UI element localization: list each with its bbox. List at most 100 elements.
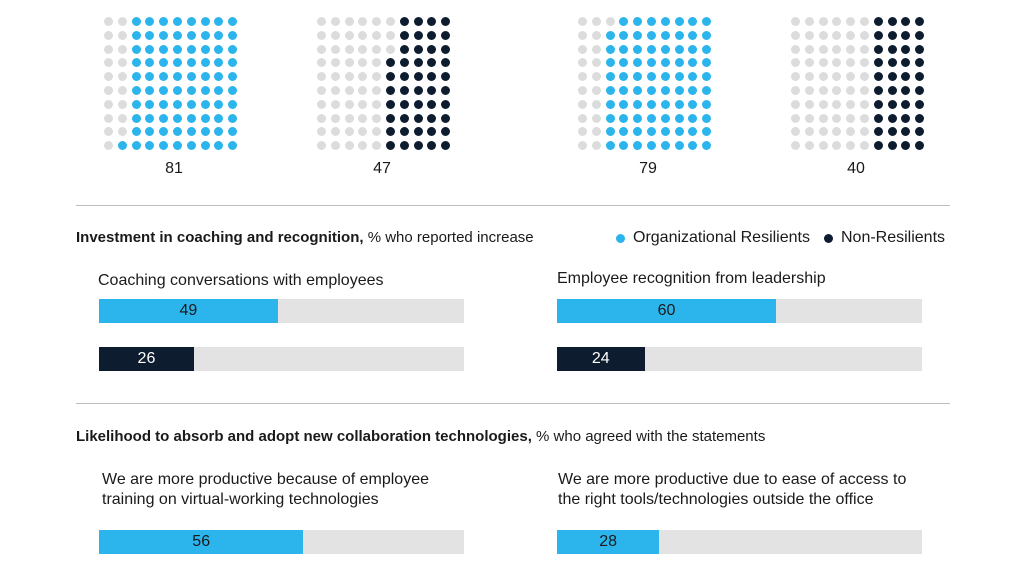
waffle-dot [804,17,814,26]
waffle-dot [818,99,828,109]
waffle-dot [131,99,141,109]
waffle-dot [159,58,169,68]
waffle-dot [104,72,113,82]
waffle-dot [104,30,113,40]
waffle-dot [117,127,127,137]
waffle-dot [804,86,814,95]
waffle-dot [330,17,340,26]
waffle-dot [846,17,856,26]
waffle-dot [674,44,684,54]
waffle-dot [702,99,712,109]
bar-fill [557,347,645,371]
legend-resilient-label: Organizational Resilients [633,229,810,246]
waffle-dot [619,99,629,109]
waffle-dot [791,44,800,54]
waffle-dot [386,72,395,82]
waffle-dot [372,72,382,82]
waffle-dot [173,127,182,137]
waffle-dot [214,113,224,123]
waffle-dot [441,72,451,82]
waffle-dot [804,141,814,151]
bar-fill [557,299,776,323]
waffle-dot [214,86,224,95]
bar-fill [99,347,194,371]
waffle-dot [200,44,210,54]
waffle-dot [399,99,409,109]
waffle-dot [344,99,354,109]
waffle-dot [427,86,437,95]
waffle-dot [647,58,656,68]
waffle-dot [200,72,210,82]
waffle-dot [633,58,643,68]
waffle-dot [131,44,141,54]
waffle-dot [228,113,238,123]
waffle-dot [214,72,224,82]
waffle-dot [619,72,629,82]
waffle-dot [915,44,925,54]
waffle-dot [214,58,224,68]
waffle-dot [413,141,423,151]
waffle-dot [804,113,814,123]
waffle-dot [818,44,828,54]
waffle-dot [791,72,800,82]
waffle-dot [344,113,354,123]
waffle-dot [413,99,423,109]
waffle-dot [901,30,911,40]
waffle-dot [427,99,437,109]
waffle-dot [688,72,698,82]
waffle-dot [688,141,698,151]
waffle-dot [915,17,925,26]
waffle-dot [804,30,814,40]
waffle-dot [702,72,712,82]
waffle-dot [317,72,326,82]
waffle-dot [818,86,828,95]
waffle-dot [619,58,629,68]
waffle-value-4: 40 [847,160,865,177]
waffle-dot [791,113,800,123]
waffle-dot [358,17,368,26]
waffle-dot [791,141,800,151]
waffle-dot [358,86,368,95]
waffle-dot [330,99,340,109]
waffle-dot [372,127,382,137]
waffle-dot [317,86,326,95]
waffle-dot [702,86,712,95]
waffle-dot [647,141,656,151]
waffle-dot [441,44,451,54]
waffle-value-1: 81 [165,160,183,177]
waffle-dot [901,17,911,26]
bar-fill [557,530,660,554]
waffle-dot [317,58,326,68]
waffle-dot [873,127,883,137]
waffle-dot [413,86,423,95]
waffle-dot [186,44,196,54]
waffle-dot [901,86,911,95]
waffle-dot [591,17,601,26]
waffle-dot [173,99,182,109]
waffle-dot [131,30,141,40]
waffle-dot [578,17,587,26]
waffle-dot [427,127,437,137]
waffle-dot [791,99,800,109]
waffle-dot [873,86,883,95]
waffle-dot [578,44,587,54]
waffle-dot [915,127,925,137]
waffle-dot [145,30,155,40]
section-title-coaching-rest: % who reported increase [363,229,534,246]
waffle-dot [200,86,210,95]
waffle-dot [818,127,828,137]
waffle-dot [344,141,354,151]
waffle-dot [145,17,155,26]
waffle-dot [887,99,897,109]
waffle-dot [441,113,451,123]
waffle-dot [887,30,897,40]
waffle-dot [186,17,196,26]
waffle-dot [200,17,210,26]
waffle-dot [173,86,182,95]
waffle-dot [633,141,643,151]
waffle-dot [633,113,643,123]
waffle-dot [860,127,869,137]
waffle-dot [633,30,643,40]
waffle-dot [619,86,629,95]
bar-2-resilient: 60 [557,299,922,323]
